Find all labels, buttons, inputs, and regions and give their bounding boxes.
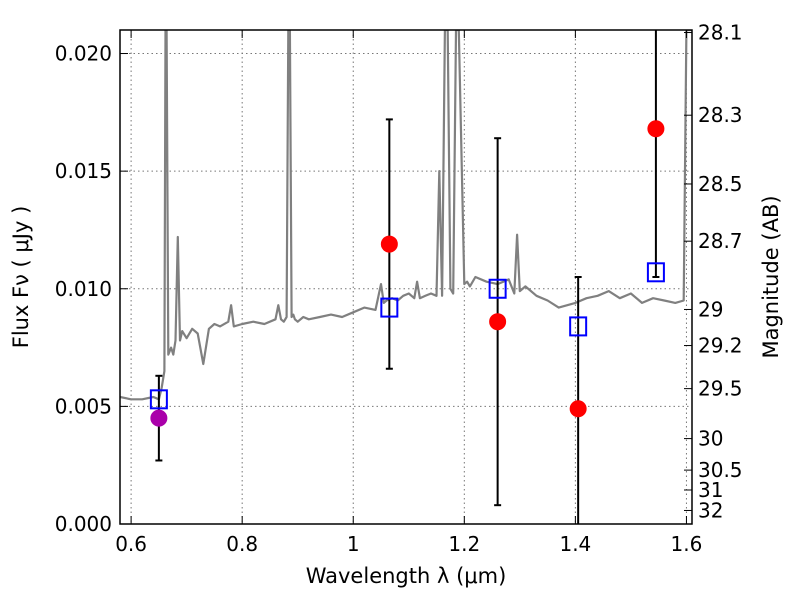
x-tick-label: 0.8 <box>226 532 258 556</box>
right-tick-label: 32 <box>698 498 723 522</box>
y-axis-left-title: Flux Fν ( μJy ) <box>9 206 33 349</box>
measured-points <box>150 120 665 427</box>
measured-point <box>489 313 507 331</box>
measured-point <box>380 235 398 253</box>
right-tick-label: 29.2 <box>698 334 743 358</box>
right-tick-label: 30.5 <box>698 458 743 482</box>
right-tick-label: 30 <box>698 427 723 451</box>
right-tick-label: 29 <box>698 297 723 321</box>
x-axis: 0.6 0.8 1 1.2 1.4 1.6 <box>115 30 702 556</box>
model-point <box>646 262 665 283</box>
x-axis-title: Wavelength λ (μm) <box>306 564 507 588</box>
spectrum-layer <box>120 30 692 401</box>
plot-frame <box>119 29 693 525</box>
x-tick-label: 0.6 <box>115 532 147 556</box>
x-tick-label: 1.6 <box>671 532 703 556</box>
model-point <box>569 316 588 337</box>
x-tick-label: 1 <box>347 532 360 556</box>
y-tick-label: 0.015 <box>55 159 112 183</box>
y-axis-right-title: Magnitude (AB) <box>759 195 783 358</box>
plot-background <box>120 30 692 524</box>
right-tick-label: 28.1 <box>698 21 743 45</box>
model-point <box>380 297 399 318</box>
y-tick-label: 0.020 <box>55 42 112 66</box>
right-tick-label: 31 <box>698 478 723 502</box>
x-tick-label: 1.2 <box>448 532 480 556</box>
right-tick-label: 28.3 <box>698 103 743 127</box>
right-tick-label: 29.5 <box>698 377 743 401</box>
model-point <box>488 278 507 299</box>
x-tick-label: 1.4 <box>559 532 591 556</box>
y-tick-label: 0.005 <box>55 394 112 418</box>
y-axis-left: 0.000 0.005 0.010 0.015 0.020 <box>55 42 128 536</box>
model-point <box>149 389 168 410</box>
model-points <box>149 262 665 410</box>
right-tick-label: 28.7 <box>698 229 743 253</box>
right-tick-label: 28.5 <box>698 172 743 196</box>
y-tick-label: 0.000 <box>55 512 112 536</box>
measured-point <box>569 400 587 418</box>
measured-point <box>647 120 665 138</box>
measured-point <box>150 409 168 427</box>
y-tick-label: 0.010 <box>55 277 112 301</box>
spectrum-line <box>120 30 692 401</box>
